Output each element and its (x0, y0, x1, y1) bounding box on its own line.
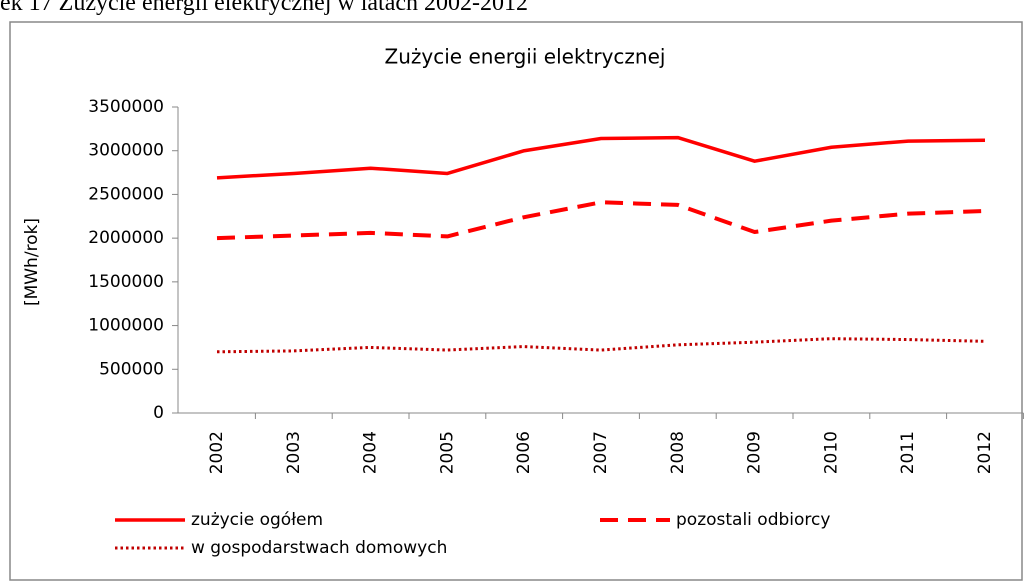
legend-label: zużycie ogółem (191, 510, 323, 530)
data-line (216, 135, 986, 180)
x-tick-label: 2009 (745, 431, 765, 474)
data-line (216, 337, 986, 354)
x-tick-label: 2010 (821, 431, 841, 474)
x-tick-label: 2008 (668, 431, 688, 474)
legend-label: w gospodarstwach domowych (191, 538, 447, 558)
x-tick-label: 2005 (437, 431, 457, 474)
y-tick-label: 3000000 (88, 141, 164, 161)
y-tick-label: 2000000 (88, 228, 164, 248)
caption: ek 17 Zużycie energii elektrycznej w lat… (0, 0, 528, 16)
x-tick-label: 2012 (975, 431, 995, 474)
x-tick-label: 2004 (361, 431, 381, 474)
y-tick-label: 1000000 (88, 316, 164, 336)
chart-frame (9, 21, 1023, 581)
y-tick-label: 3500000 (88, 97, 164, 117)
y-tick-label: 0 (153, 403, 164, 423)
x-tick-label: 2002 (207, 431, 227, 474)
y-tick-label: 500000 (99, 359, 164, 379)
legend-label: pozostali odbiorcy (676, 510, 830, 530)
data-line (216, 200, 986, 241)
y-tick-label: 2500000 (88, 184, 164, 204)
x-tick-label: 2003 (284, 431, 304, 474)
x-tick-label: 2011 (898, 431, 918, 474)
x-tick-label: 2006 (514, 431, 534, 474)
y-tick-label: 1500000 (88, 272, 164, 292)
chart-title: Zużycie energii elektrycznej (385, 45, 666, 69)
x-tick-label: 2007 (591, 431, 611, 474)
y-axis-label: [MWh/rok] (22, 218, 42, 306)
